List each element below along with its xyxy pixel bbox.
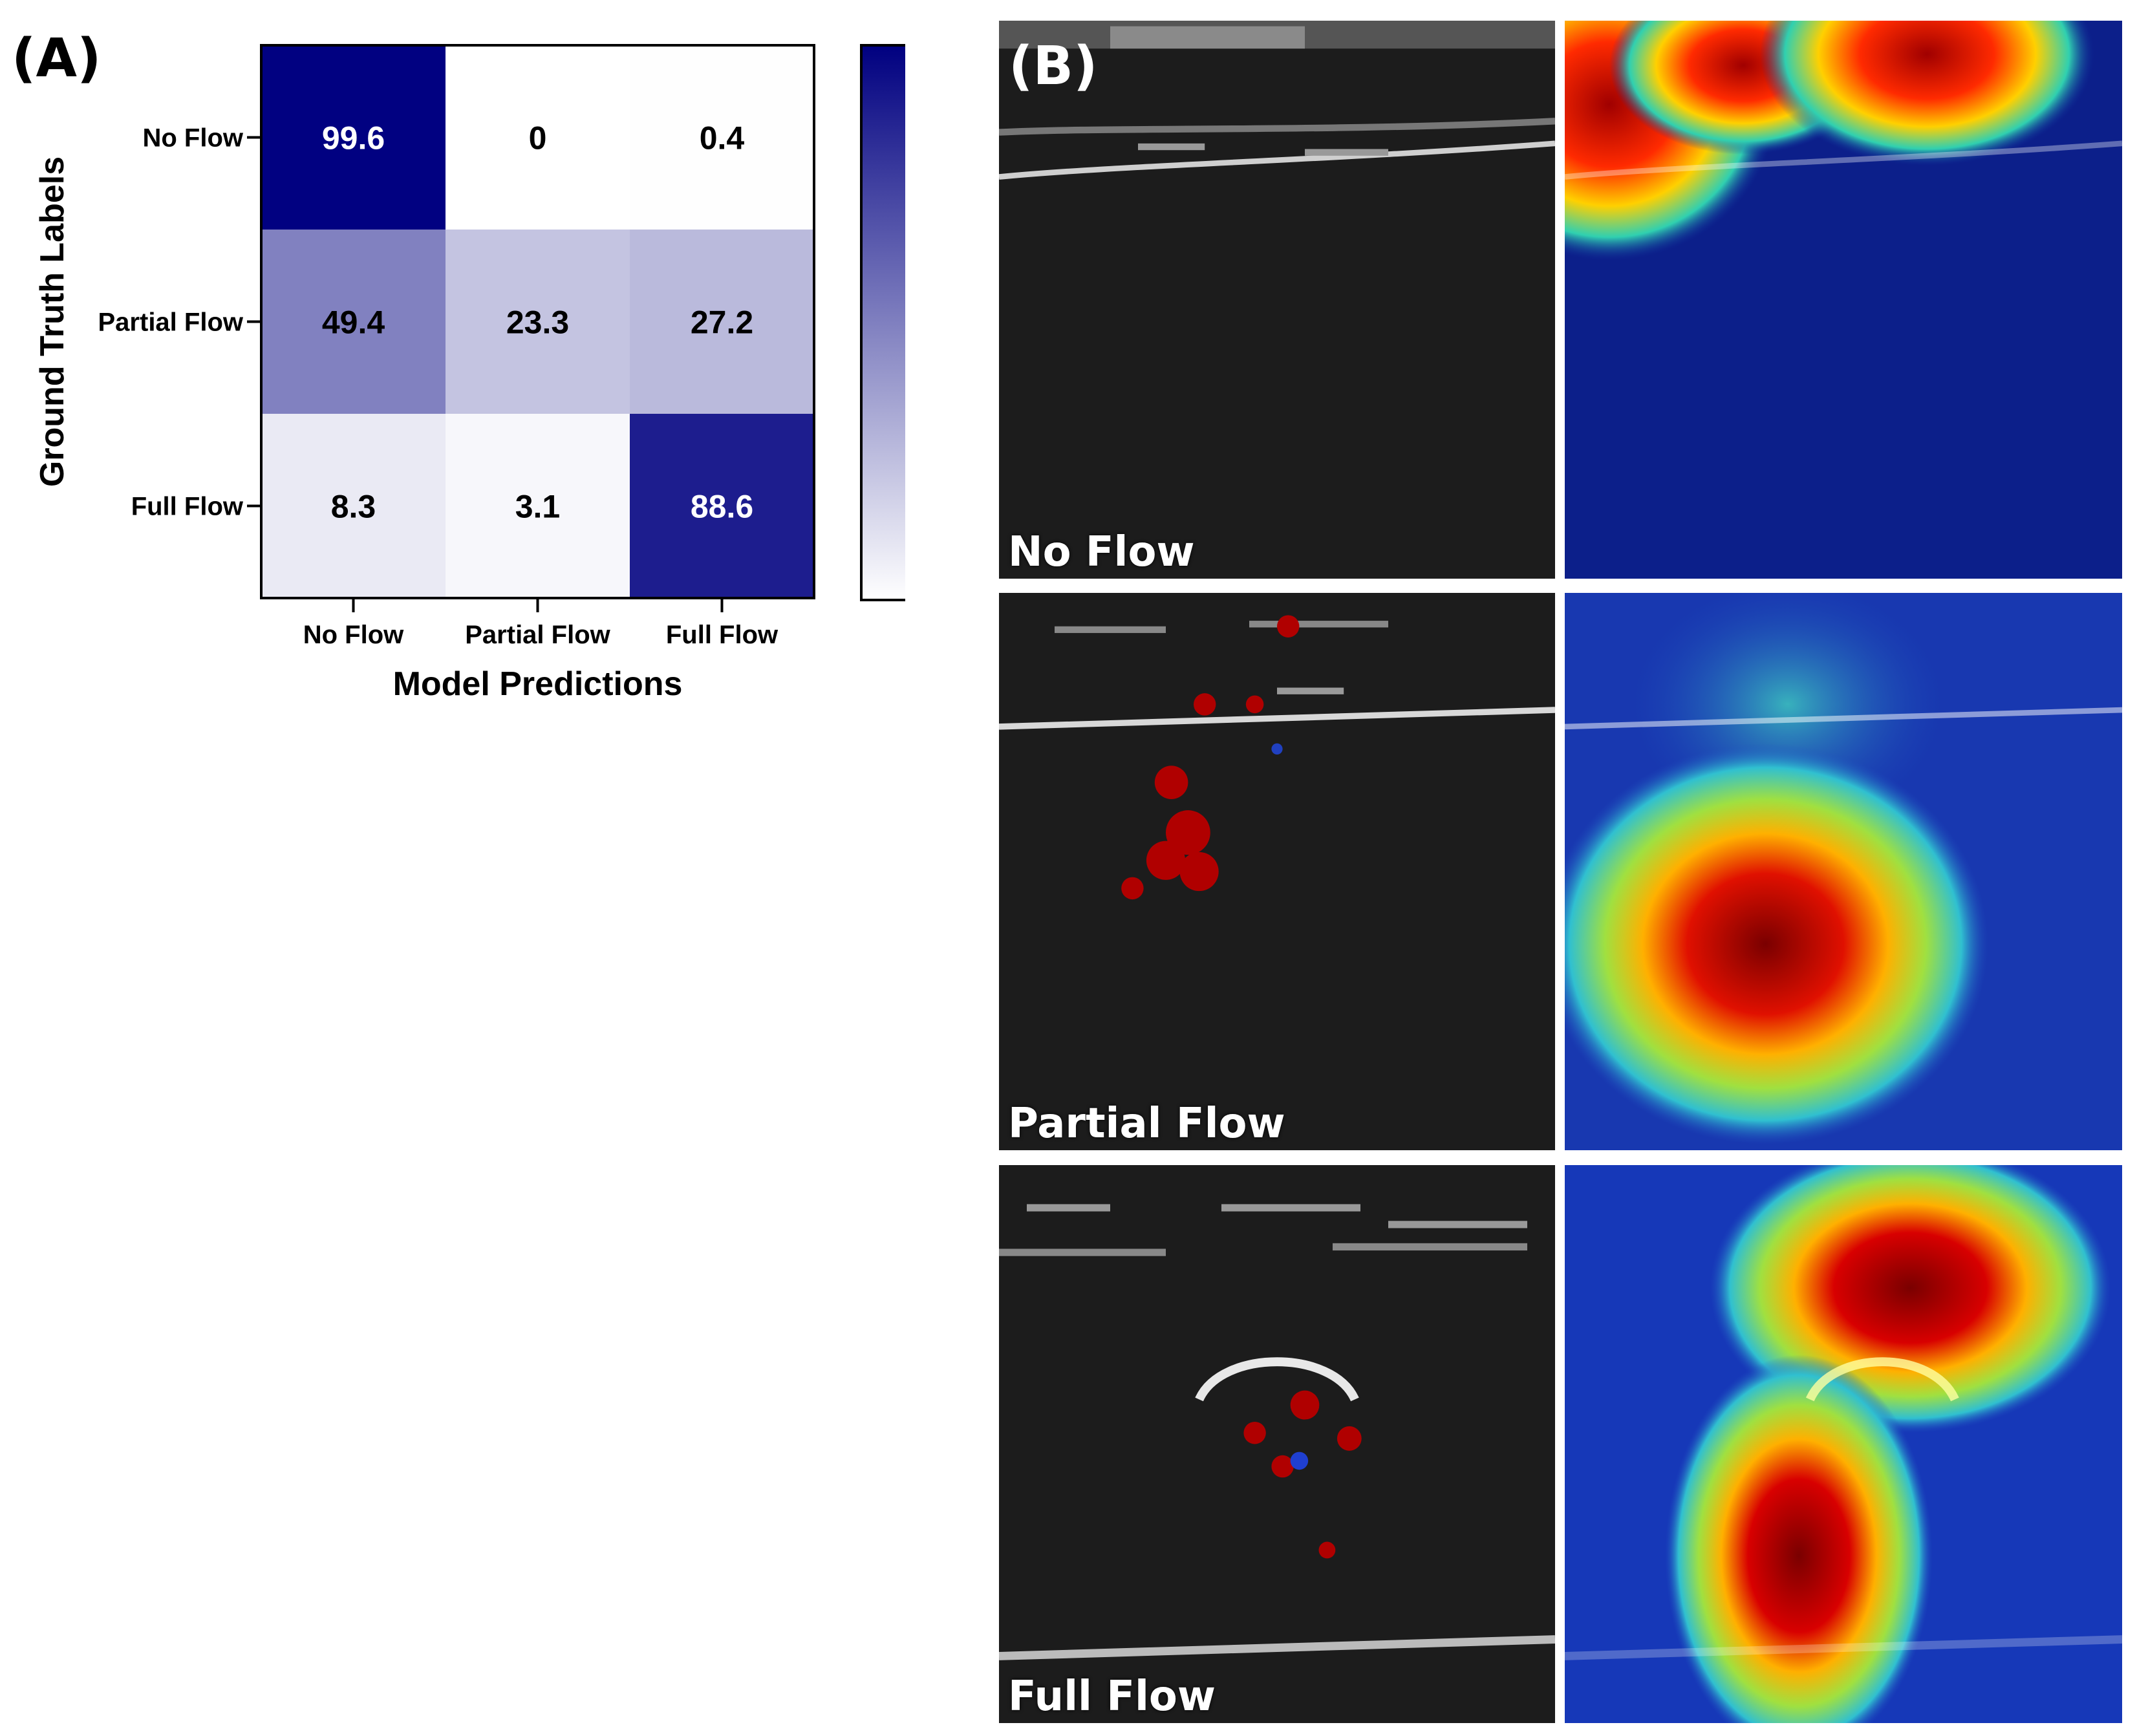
heatmap-cell-r2-c0 [261,414,446,598]
y-tick-label: No Flow [142,124,243,153]
row-label-no-flow: No Flow [1008,528,1195,576]
colorbar [860,44,905,601]
heatmap-cell-r1-c2 [630,230,814,414]
heatmap-cell-r0-c0 [261,45,446,230]
row-label-full-flow: Full Flow [1008,1672,1216,1720]
x-tick-label: Full Flow [666,621,779,649]
panel-b-label: (B) [1009,36,1098,97]
cell-value-label: 88.6 [691,489,753,525]
cell-value-label: 99.6 [322,120,385,156]
panel-a-label: (A) [12,28,102,89]
gradcam-full-flow [1565,1165,2122,1723]
cell-value-label: 23.3 [506,305,569,341]
x-tick-label: Partial Flow [465,621,610,649]
x-axis-title: Model Predictions [393,665,683,703]
cell-value-label: 3.1 [515,489,561,525]
heatmap-cell-r2-c1 [446,414,630,598]
heatmap-cell-r0-c1 [446,45,630,230]
cell-value-label: 27.2 [691,305,753,341]
gradcam-partial-flow [1565,593,2122,1150]
cell-value-label: 0 [529,120,547,156]
heatmap-cell-r0-c2 [630,45,814,230]
heatmap-cell-r1-c0 [261,230,446,414]
confusion-matrix-chart: 99.6 0 0.4 49.4 23.3 27.2 8.3 3.1 88.6 No Flow Par… [34,44,905,703]
ultrasound-full-flow: Full Flow [999,1165,1555,1723]
cell-value-label: 0.4 [700,120,745,156]
heatmap-cell-r2-c2 [630,414,814,598]
y-tick-label: Full Flow [131,493,244,521]
y-axis-title: Ground Truth Labels [34,156,71,487]
ultrasound-partial-flow: Partial Flow [999,593,1555,1150]
x-tick-label: No Flow [303,621,404,649]
row-label-partial-flow: Partial Flow [1008,1099,1285,1148]
cell-value-label: 8.3 [331,489,376,525]
heatmap-cell-r1-c1 [446,230,630,414]
gradcam-no-flow [1565,21,2122,579]
y-tick-label: Partial Flow [98,308,244,337]
ultrasound-no-flow: No Flow [999,21,1555,579]
cell-value-label: 49.4 [322,305,385,341]
